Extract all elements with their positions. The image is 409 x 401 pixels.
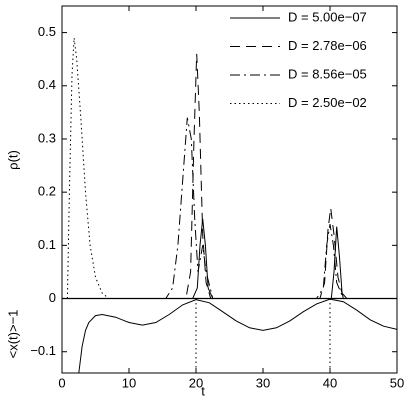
series-line — [66, 37, 397, 299]
series-line — [62, 218, 397, 299]
legend-label: D = 2.78e−06 — [288, 38, 367, 53]
y-tick-label: 0.2 — [38, 184, 56, 199]
legend-label: D = 5.00e−07 — [288, 9, 367, 24]
legend-label: D = 2.50e−02 — [288, 95, 367, 110]
x-axis-label: t — [201, 383, 205, 398]
y-tick-label: −0.1 — [30, 343, 56, 358]
x-tick-label: 10 — [122, 375, 136, 390]
x-tick-label: 20 — [189, 375, 203, 390]
y-axis-label: ρ(t) — [5, 150, 20, 170]
y-axis-label-lower: <x(t)>−1 — [5, 310, 20, 359]
x-tick-label: 0 — [58, 375, 65, 390]
y-tick-label: 0.1 — [38, 237, 56, 252]
y-tick-label: 0.4 — [38, 77, 56, 92]
x-tick-label: 50 — [390, 375, 404, 390]
y-tick-label: 0 — [49, 290, 56, 305]
series-line — [62, 53, 397, 299]
x-tick-label: 30 — [256, 375, 270, 390]
legend-label: D = 8.56e−05 — [288, 66, 367, 81]
series-line — [62, 117, 397, 299]
x-tick-label: 40 — [323, 375, 337, 390]
y-tick-label: 0.3 — [38, 130, 56, 145]
mean-line — [78, 298, 398, 374]
plot-frame — [61, 5, 398, 374]
y-tick-label: 0.5 — [38, 24, 56, 39]
